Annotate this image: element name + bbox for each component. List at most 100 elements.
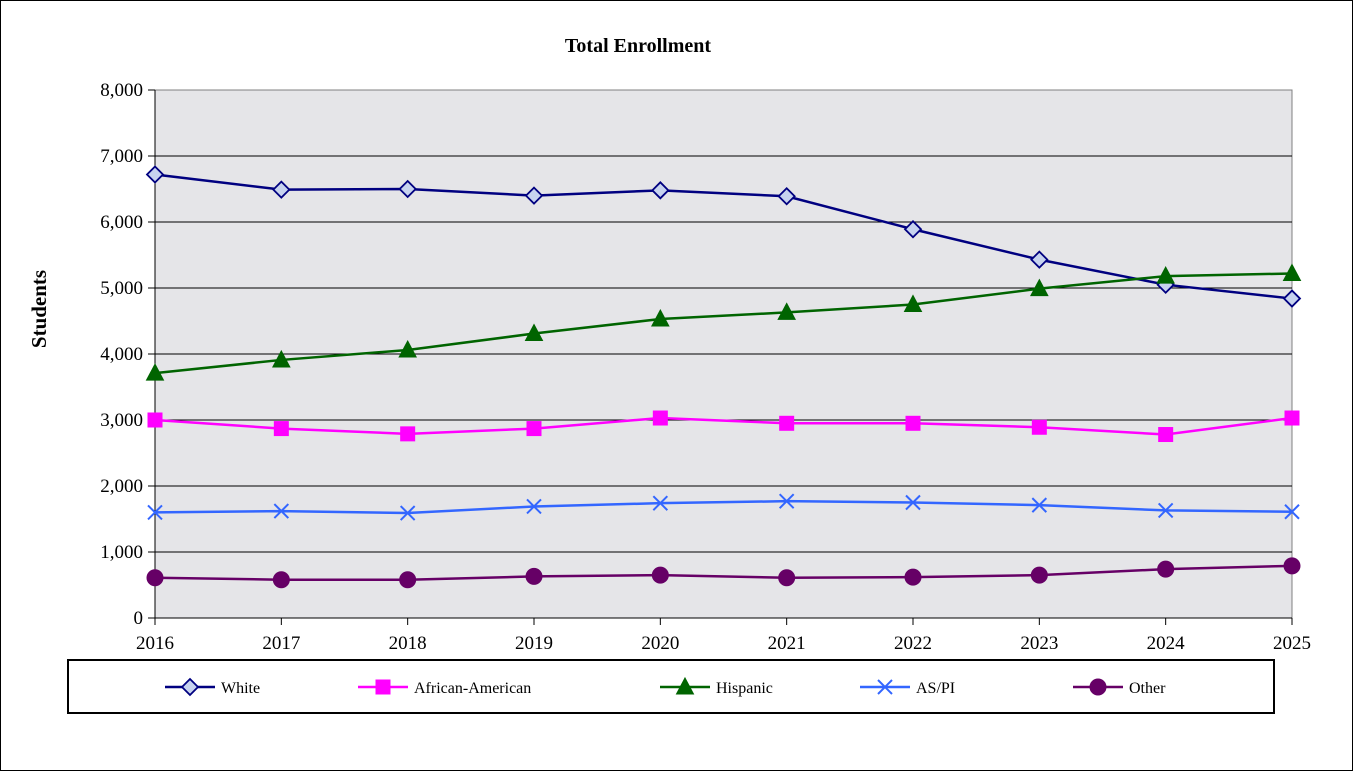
data-point-as-pi: [905, 494, 921, 511]
data-point-hispanic: [1030, 278, 1049, 297]
data-point-african-american: [779, 415, 795, 431]
series-white: [145, 165, 1302, 308]
data-point-white: [777, 186, 796, 206]
x-tick-label: 2020: [641, 633, 679, 654]
data-point-other: [904, 568, 922, 586]
x-tick-label: 2021: [768, 633, 806, 654]
y-tick-label: 1,000: [100, 542, 143, 563]
data-point-hispanic: [398, 339, 417, 358]
data-point-hispanic: [1282, 263, 1302, 281]
series-as-pi: [147, 493, 1300, 521]
legend: White African-American Hispanic AS/PI Other: [165, 676, 1166, 697]
series-line-african-american: [154, 416, 1293, 436]
data-point-other: [778, 569, 796, 587]
legend-label-white: White: [221, 680, 260, 697]
series-african-american: [147, 410, 1300, 443]
data-point-other: [399, 571, 417, 589]
series-line-other: [154, 564, 1293, 581]
legend-label-hispanic: Hispanic: [716, 680, 773, 697]
data-point-hispanic: [272, 349, 291, 368]
legend-entry-white: White: [165, 677, 260, 697]
legend-entry-other: Other: [1073, 678, 1166, 697]
y-tick-label: 2,000: [100, 476, 143, 497]
x-tick-label: 2025: [1273, 633, 1311, 654]
data-point-other: [146, 569, 164, 587]
data-point-other: [1157, 560, 1175, 578]
x-tick-label: 2018: [389, 633, 427, 654]
y-tick-label: 5,000: [100, 278, 143, 299]
data-point-white: [651, 181, 670, 200]
data-point-african-american: [905, 415, 921, 431]
y-tick-label: 8,000: [100, 80, 143, 101]
x-tick-label: 2023: [1020, 633, 1058, 654]
data-point-hispanic: [1156, 266, 1175, 284]
y-axis-label: Students: [27, 270, 51, 348]
data-point-as-pi: [399, 505, 416, 521]
data-point-as-pi: [652, 495, 669, 511]
x-tick-label: 2017: [262, 633, 300, 654]
data-point-hispanic: [524, 323, 544, 342]
legend-entry-hispanic: Hispanic: [660, 676, 773, 697]
y-tick-label: 7,000: [100, 146, 143, 167]
legend-marker-hispanic: [675, 676, 695, 695]
legend-marker-as-pi: [877, 679, 893, 695]
data-point-hispanic: [145, 363, 165, 381]
data-point-white: [903, 219, 923, 239]
legend-entry-african-american: African-American: [358, 679, 531, 697]
legend-marker-african-american: [375, 679, 391, 695]
series-group: [145, 165, 1302, 589]
data-point-other: [525, 567, 543, 585]
legend-marker-other: [1089, 678, 1107, 696]
data-point-as-pi: [273, 503, 290, 519]
y-tick-label: 4,000: [100, 344, 143, 365]
x-tick-label: 2024: [1147, 633, 1186, 654]
data-point-as-pi: [147, 504, 163, 521]
y-tick-label: 0: [134, 608, 144, 629]
data-point-african-american: [1158, 427, 1174, 443]
y-tick-label: 3,000: [100, 410, 143, 431]
data-point-african-american: [147, 412, 163, 428]
x-tick-label: 2016: [136, 633, 174, 654]
data-point-hispanic: [777, 302, 796, 320]
data-point-african-american: [526, 421, 542, 437]
data-point-hispanic: [903, 294, 923, 312]
chart-title: Total Enrollment: [565, 35, 711, 57]
data-point-other: [651, 566, 669, 584]
y-tick-label: 6,000: [100, 212, 143, 233]
data-point-as-pi: [526, 498, 542, 515]
data-point-other: [272, 571, 290, 589]
data-point-african-american: [1031, 419, 1047, 435]
y-tick-labels: 0 1,000 2,000 3,000 4,000 5,000 6,000 7,000 8,00…: [100, 80, 143, 629]
data-point-white: [1030, 250, 1049, 269]
data-point-hispanic: [651, 308, 670, 327]
data-point-white: [398, 179, 417, 199]
data-point-as-pi: [1284, 504, 1300, 520]
legend-label-other: Other: [1129, 680, 1166, 697]
legend-label-african-american: African-American: [414, 680, 531, 697]
x-tick-label: 2022: [894, 633, 932, 654]
data-point-as-pi: [778, 493, 795, 509]
series-hispanic: [145, 263, 1302, 381]
legend-label-as-pi: AS/PI: [916, 680, 955, 697]
data-point-african-american: [273, 421, 289, 437]
x-tick-labels: 2016 2017 2018 2019 2020 2021 2022 2023 2024 2025: [136, 633, 1311, 654]
data-point-as-pi: [1031, 497, 1048, 513]
data-point-as-pi: [1157, 502, 1174, 519]
series-line-white: [154, 173, 1293, 300]
data-point-white: [145, 165, 165, 184]
x-tick-label: 2019: [515, 633, 553, 654]
data-point-african-american: [652, 410, 668, 426]
series-line-as-pi: [154, 499, 1293, 515]
data-point-african-american: [400, 426, 416, 442]
series-other: [146, 557, 1301, 589]
series-line-hispanic: [154, 272, 1293, 375]
legend-entry-as-pi: AS/PI: [860, 679, 955, 697]
data-point-other: [1030, 566, 1048, 584]
data-point-other: [1283, 557, 1301, 575]
data-point-white: [524, 186, 544, 205]
data-point-white: [272, 180, 291, 199]
legend-marker-white: [180, 677, 200, 697]
data-point-african-american: [1284, 410, 1300, 426]
data-point-white: [1282, 289, 1302, 308]
